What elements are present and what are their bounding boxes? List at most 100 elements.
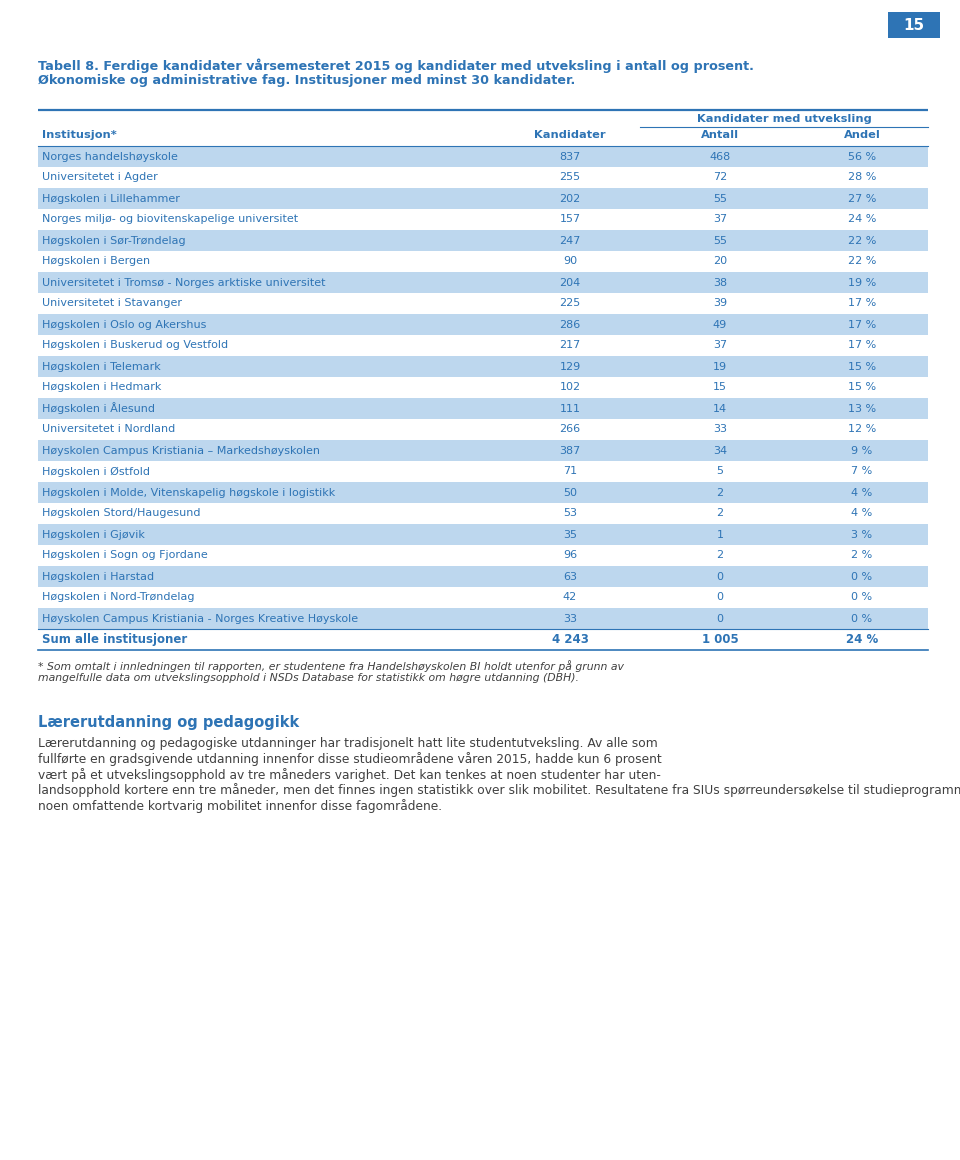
Text: 387: 387 (560, 445, 581, 456)
Bar (38, 398, 928, 419)
Text: 55: 55 (713, 194, 727, 203)
Text: Høgskolen i Harstad: Høgskolen i Harstad (42, 572, 155, 581)
Text: landsopphold kortere enn tre måneder, men det finnes ingen statistikk over slik : landsopphold kortere enn tre måneder, me… (38, 783, 960, 797)
Text: 15: 15 (713, 383, 727, 392)
Text: Kandidater med utveksling: Kandidater med utveksling (697, 114, 872, 124)
Bar (38, 230, 928, 251)
Text: Høgskolen i Molde, Vitenskapelig høgskole i logistikk: Høgskolen i Molde, Vitenskapelig høgskol… (42, 487, 335, 498)
Bar (38, 146, 928, 167)
Text: 27 %: 27 % (848, 194, 876, 203)
Text: 38: 38 (713, 277, 727, 288)
Bar (888, 12, 940, 38)
Text: Økonomiske og administrative fag. Institusjoner med minst 30 kandidater.: Økonomiske og administrative fag. Instit… (38, 74, 575, 87)
Text: 266: 266 (560, 425, 581, 435)
Text: 13 %: 13 % (848, 404, 876, 413)
Text: Høgskolen Stord/Haugesund: Høgskolen Stord/Haugesund (42, 508, 201, 519)
Text: Tabell 8. Ferdige kandidater vårsemesteret 2015 og kandidater med utveksling i a: Tabell 8. Ferdige kandidater vårsemester… (38, 58, 754, 73)
Text: 37: 37 (713, 341, 727, 350)
Text: 4 243: 4 243 (552, 633, 588, 646)
Text: 17 %: 17 % (848, 341, 876, 350)
Text: 4 %: 4 % (852, 487, 873, 498)
Text: 0: 0 (716, 572, 724, 581)
Text: 2: 2 (716, 508, 724, 519)
Text: 14: 14 (713, 404, 727, 413)
Text: 37: 37 (713, 215, 727, 225)
Text: 96: 96 (563, 551, 577, 560)
Text: 22 %: 22 % (848, 235, 876, 246)
Text: Lærerutdanning og pedagogikk: Lærerutdanning og pedagogikk (38, 715, 300, 730)
Text: 19 %: 19 % (848, 277, 876, 288)
Text: Kandidater: Kandidater (534, 130, 606, 140)
Text: Universitetet i Agder: Universitetet i Agder (42, 173, 157, 182)
Text: 157: 157 (560, 215, 581, 225)
Text: 9 %: 9 % (852, 445, 873, 456)
Bar (38, 524, 928, 545)
Text: Sum alle institusjoner: Sum alle institusjoner (42, 633, 187, 646)
Text: 129: 129 (560, 362, 581, 371)
Text: 12 %: 12 % (848, 425, 876, 435)
Text: 28 %: 28 % (848, 173, 876, 182)
Bar (38, 188, 928, 209)
Text: 35: 35 (563, 529, 577, 539)
Text: Høyskolen Campus Kristiania – Markedshøyskolen: Høyskolen Campus Kristiania – Markedshøy… (42, 445, 320, 456)
Text: 286: 286 (560, 319, 581, 329)
Text: 33: 33 (563, 614, 577, 624)
Text: 217: 217 (560, 341, 581, 350)
Text: 111: 111 (560, 404, 581, 413)
Text: Norges handelshøyskole: Norges handelshøyskole (42, 152, 178, 161)
Text: 7 %: 7 % (852, 466, 873, 477)
Text: Norges miljø- og biovitenskapelige universitet: Norges miljø- og biovitenskapelige unive… (42, 215, 299, 225)
Text: 837: 837 (560, 152, 581, 161)
Text: 63: 63 (563, 572, 577, 581)
Text: 34: 34 (713, 445, 727, 456)
Text: 24 %: 24 % (848, 215, 876, 225)
Text: fullførte en gradsgivende utdanning innenfor disse studieområdene våren 2015, ha: fullførte en gradsgivende utdanning inne… (38, 753, 661, 767)
Text: 90: 90 (563, 256, 577, 267)
Text: 5: 5 (716, 466, 724, 477)
Bar (38, 608, 928, 629)
Text: * Som omtalt i innledningen til rapporten, er studentene fra Handelshøyskolen BI: * Som omtalt i innledningen til rapporte… (38, 660, 624, 672)
Text: 17 %: 17 % (848, 298, 876, 309)
Text: Høgskolen i Ålesund: Høgskolen i Ålesund (42, 403, 155, 414)
Text: 255: 255 (560, 173, 581, 182)
Text: noen omfattende kortvarig mobilitet innenfor disse fagområdene.: noen omfattende kortvarig mobilitet inne… (38, 799, 443, 813)
Text: 202: 202 (560, 194, 581, 203)
Text: 15: 15 (903, 17, 924, 32)
Text: Høgskolen i Telemark: Høgskolen i Telemark (42, 362, 160, 371)
Bar (38, 271, 928, 293)
Bar (38, 566, 928, 587)
Text: 72: 72 (713, 173, 727, 182)
Text: 1 005: 1 005 (702, 633, 738, 646)
Text: Høyskolen Campus Kristiania - Norges Kreative Høyskole: Høyskolen Campus Kristiania - Norges Kre… (42, 614, 358, 624)
Text: Universitetet i Stavanger: Universitetet i Stavanger (42, 298, 182, 309)
Text: 15 %: 15 % (848, 383, 876, 392)
Text: Høgskolen i Sogn og Fjordane: Høgskolen i Sogn og Fjordane (42, 551, 207, 560)
Text: 1: 1 (716, 529, 724, 539)
Text: 33: 33 (713, 425, 727, 435)
Text: 71: 71 (563, 466, 577, 477)
Text: Høgskolen i Hedmark: Høgskolen i Hedmark (42, 383, 161, 392)
Text: vært på et utvekslingsopphold av tre måneders varighet. Det kan tenkes at noen s: vært på et utvekslingsopphold av tre mån… (38, 768, 660, 782)
Text: Høgskolen i Sør-Trøndelag: Høgskolen i Sør-Trøndelag (42, 235, 185, 246)
Bar (38, 314, 928, 335)
Text: 24 %: 24 % (846, 633, 878, 646)
Text: 0 %: 0 % (852, 614, 873, 624)
Bar (38, 440, 928, 461)
Text: 22 %: 22 % (848, 256, 876, 267)
Text: 2: 2 (716, 551, 724, 560)
Text: 42: 42 (563, 593, 577, 602)
Text: Institusjon*: Institusjon* (42, 130, 117, 140)
Text: 0: 0 (716, 614, 724, 624)
Bar (38, 356, 928, 377)
Text: 15 %: 15 % (848, 362, 876, 371)
Text: Høgskolen i Oslo og Akershus: Høgskolen i Oslo og Akershus (42, 319, 206, 329)
Bar (38, 483, 928, 503)
Text: Andel: Andel (844, 130, 880, 140)
Text: 39: 39 (713, 298, 727, 309)
Text: 56 %: 56 % (848, 152, 876, 161)
Text: 19: 19 (713, 362, 727, 371)
Text: 4 %: 4 % (852, 508, 873, 519)
Text: Universitetet i Tromsø - Norges arktiske universitet: Universitetet i Tromsø - Norges arktiske… (42, 277, 325, 288)
Text: 0 %: 0 % (852, 593, 873, 602)
Text: 17 %: 17 % (848, 319, 876, 329)
